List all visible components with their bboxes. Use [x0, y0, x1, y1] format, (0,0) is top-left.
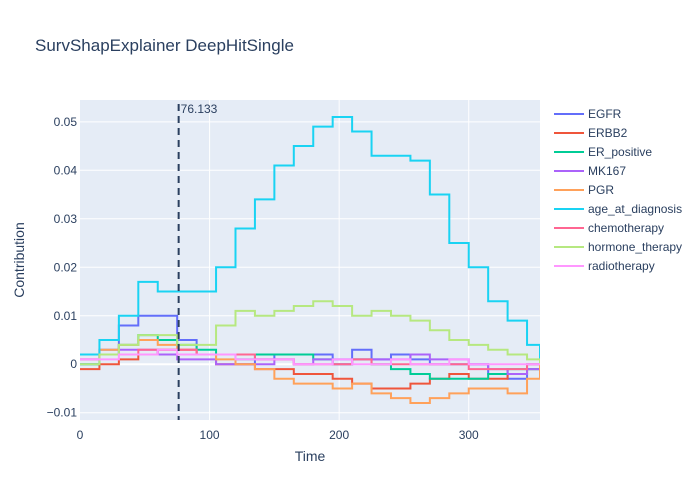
y-tick-label-1: 0: [70, 357, 77, 371]
x-tick-label-1: 100: [200, 428, 220, 442]
legend-label-PGR: PGR: [588, 183, 614, 197]
series-line-hormone_therapy: [80, 300, 540, 366]
y-tick-label-2: 0.01: [54, 309, 78, 323]
plot-background: [80, 100, 540, 420]
legend-label-ERBB2: ERBB2: [588, 126, 628, 140]
y-axis-title: Contribution: [11, 222, 27, 298]
legend-label-ER_positive: ER_positive: [588, 145, 652, 159]
vertical-marker-label: 76.133: [181, 102, 218, 116]
y-tick-label-4: 0.03: [54, 212, 78, 226]
series-line-PGR: [80, 339, 540, 405]
x-tick-label-0: 0: [77, 428, 84, 442]
legend-label-age_at_diagnosis: age_at_diagnosis: [588, 202, 682, 216]
x-tick-label-2: 200: [329, 428, 349, 442]
x-tick-label-3: 300: [459, 428, 479, 442]
chart-title: SurvShapExplainer DeepHitSingle: [35, 36, 294, 55]
legend-label-MK167: MK167: [588, 164, 626, 178]
series-line-age_at_diagnosis: [80, 115, 540, 360]
legend-label-radiotherapy: radiotherapy: [588, 259, 655, 273]
y-tick-label-5: 0.04: [54, 163, 78, 177]
legend-label-hormone_therapy: hormone_therapy: [588, 240, 682, 254]
legend-label-chemotherapy: chemotherapy: [588, 221, 664, 235]
series-line-radiotherapy: [80, 348, 540, 366]
y-tick-label-3: 0.02: [54, 260, 78, 274]
y-tick-label-0: −0.01: [47, 406, 78, 420]
legend-label-EGFR: EGFR: [588, 107, 622, 121]
x-axis-title: Time: [295, 448, 326, 464]
y-tick-label-6: 0.05: [54, 115, 78, 129]
